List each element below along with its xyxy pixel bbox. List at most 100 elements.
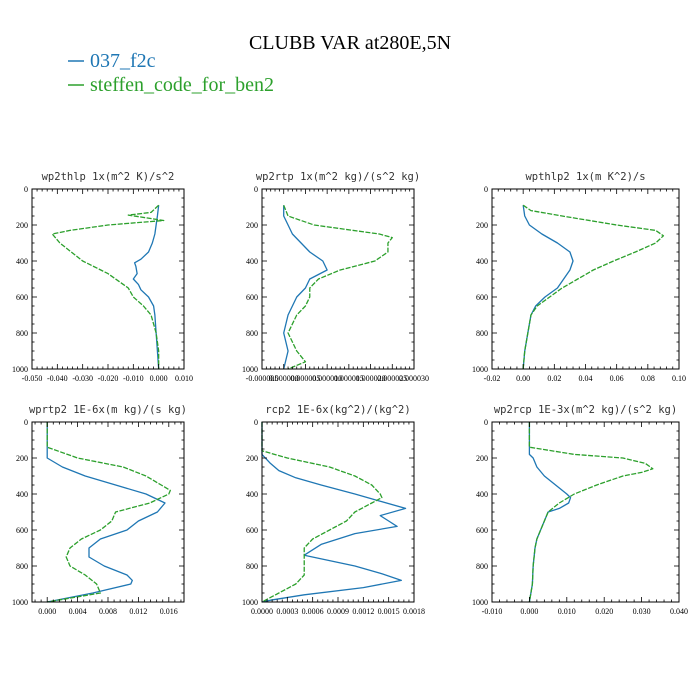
- x-tick-label: 0.000: [38, 607, 56, 616]
- y-tick-label: 400: [246, 257, 258, 266]
- panel-title: wpthlp2 1x(m K^2)/s: [525, 171, 645, 183]
- panels: wp2thlp 1x(m^2 K)/s^202004006008001000-0…: [12, 171, 688, 616]
- y-tick-label: 600: [476, 293, 488, 302]
- plot-frame: [491, 421, 680, 603]
- y-tick-label: 1000: [12, 598, 28, 607]
- y-tick-label: 200: [476, 454, 488, 463]
- x-tick-label: 0.030: [633, 607, 651, 616]
- series-line-1: [283, 205, 328, 370]
- panel-title: wp2rtp 1x(m^2 kg)/(s^2 kg): [256, 171, 420, 183]
- y-tick-label: 0: [254, 185, 258, 194]
- y-tick-label: 800: [476, 562, 488, 571]
- panel-title: wprtp2 1E-6x(m kg)/(s kg): [29, 404, 187, 416]
- y-tick-label: 600: [16, 293, 28, 302]
- series-line-2: [46, 422, 171, 603]
- y-tick-label: 600: [246, 526, 258, 535]
- x-tick-label: 0.10: [672, 374, 686, 383]
- panel-title: wp2thlp 1x(m^2 K)/s^2: [42, 171, 175, 183]
- x-tick-label: 0.012: [129, 607, 147, 616]
- x-tick-label: 0.008: [99, 607, 117, 616]
- y-tick-label: 200: [246, 454, 258, 463]
- x-tick-label: 0.000: [520, 607, 538, 616]
- panel-3: wpthlp2 1x(m K^2)/s 0 200 400 600 800 1000-0.0…: [472, 171, 686, 383]
- series-line-1: [132, 205, 160, 370]
- x-tick-label: 0.000020: [356, 374, 386, 383]
- y-tick-label: 800: [16, 562, 28, 571]
- x-tick-label: 0.000: [150, 374, 168, 383]
- x-tick-label: -0.02: [484, 374, 501, 383]
- panel-1: wp2thlp 1x(m^2 K)/s^202004006008001000-0…: [12, 171, 193, 383]
- x-tick-label: 0.00: [516, 374, 530, 383]
- y-tick-label: 1000: [472, 365, 488, 374]
- y-tick-label: 1000: [242, 598, 258, 607]
- series-line-1: [522, 205, 574, 370]
- x-tick-label: 0.0012: [352, 607, 374, 616]
- series-line-2: [261, 422, 383, 603]
- y-tick-label: 800: [476, 329, 488, 338]
- y-tick-label: 800: [246, 562, 258, 571]
- x-tick-label: 0.0000: [251, 607, 273, 616]
- series-line-1: [46, 422, 166, 603]
- x-tick-label: 0.004: [69, 607, 87, 616]
- x-tick-label: 0.010: [175, 374, 193, 383]
- figure-title: CLUBB VAR at280E,5N: [249, 32, 451, 54]
- x-tick-label: 0.0018: [403, 607, 425, 616]
- plot-frame: [261, 188, 415, 370]
- panel-6: wp2rcp 1E-3x(m^2 kg)/(s^2 kg) 0 200 400 600 8…: [472, 404, 688, 616]
- y-tick-label: 1000: [242, 365, 258, 374]
- y-tick-label: 0: [484, 185, 488, 194]
- x-tick-label: -0.040: [47, 374, 68, 383]
- x-tick-label: 0.08: [641, 374, 655, 383]
- y-tick-label: 800: [246, 329, 258, 338]
- y-tick-label: 800: [16, 329, 28, 338]
- x-tick-label: 0.020: [595, 607, 613, 616]
- x-tick-label: 0.000025: [377, 374, 407, 383]
- panel-title: rcp2 1E-6x(kg^2)/(kg^2): [265, 404, 410, 416]
- x-tick-label: 0.06: [610, 374, 624, 383]
- panel-5: rcp2 1E-6x(kg^2)/(kg^2) 0 200 400 600 800 1000…: [242, 404, 425, 616]
- plot-frame: [31, 188, 185, 370]
- x-tick-label: -0.030: [72, 374, 93, 383]
- y-tick-label: 0: [24, 185, 28, 194]
- x-tick-label: 0.0006: [302, 607, 324, 616]
- y-tick-label: 400: [246, 490, 258, 499]
- y-tick-label: 600: [476, 526, 488, 535]
- series-line-2: [522, 204, 665, 370]
- x-tick-label: 0.0009: [327, 607, 349, 616]
- y-tick-label: 200: [16, 454, 28, 463]
- x-tick-label: -0.020: [98, 374, 119, 383]
- series-line-1: [528, 422, 572, 603]
- x-tick-label: -0.010: [482, 607, 503, 616]
- plot-frame: [491, 188, 680, 370]
- legend-label-037-f2c: 037_f2c: [90, 50, 156, 72]
- x-tick-label: 0.010: [558, 607, 576, 616]
- x-tick-label: 0.016: [160, 607, 178, 616]
- series-line-2: [528, 422, 654, 603]
- y-tick-label: 600: [16, 526, 28, 535]
- y-tick-label: 200: [476, 221, 488, 230]
- x-tick-label: 0.04: [579, 374, 593, 383]
- panel-title: wp2rcp 1E-3x(m^2 kg)/(s^2 kg): [494, 404, 677, 416]
- y-tick-label: 1000: [12, 365, 28, 374]
- y-tick-label: 200: [246, 221, 258, 230]
- legend-label-steffen: steffen_code_for_ben2: [90, 74, 274, 96]
- y-tick-label: 400: [16, 257, 28, 266]
- series-line-2: [283, 204, 393, 370]
- series-line-2: [51, 204, 165, 369]
- x-tick-label: -0.010: [123, 374, 144, 383]
- x-tick-label: 0.000015: [334, 374, 364, 383]
- y-tick-label: 0: [24, 418, 28, 427]
- panel-2: wp2rtp 1x(m^2 kg)/(s^2 kg) 0 200 400 600 800 1…: [242, 171, 429, 383]
- x-tick-label: 0.0003: [276, 607, 298, 616]
- x-tick-label: 0.0015: [378, 607, 400, 616]
- x-tick-label: 0.000005: [290, 374, 320, 383]
- y-tick-label: 600: [246, 293, 258, 302]
- y-tick-label: 1000: [472, 598, 488, 607]
- y-tick-label: 400: [476, 490, 488, 499]
- y-tick-label: 0: [254, 418, 258, 427]
- x-tick-label: 0.000030: [399, 374, 429, 383]
- x-tick-label: 0.000010: [312, 374, 342, 383]
- x-tick-label: -0.050: [22, 374, 43, 383]
- x-tick-label: 0.000000: [269, 374, 299, 383]
